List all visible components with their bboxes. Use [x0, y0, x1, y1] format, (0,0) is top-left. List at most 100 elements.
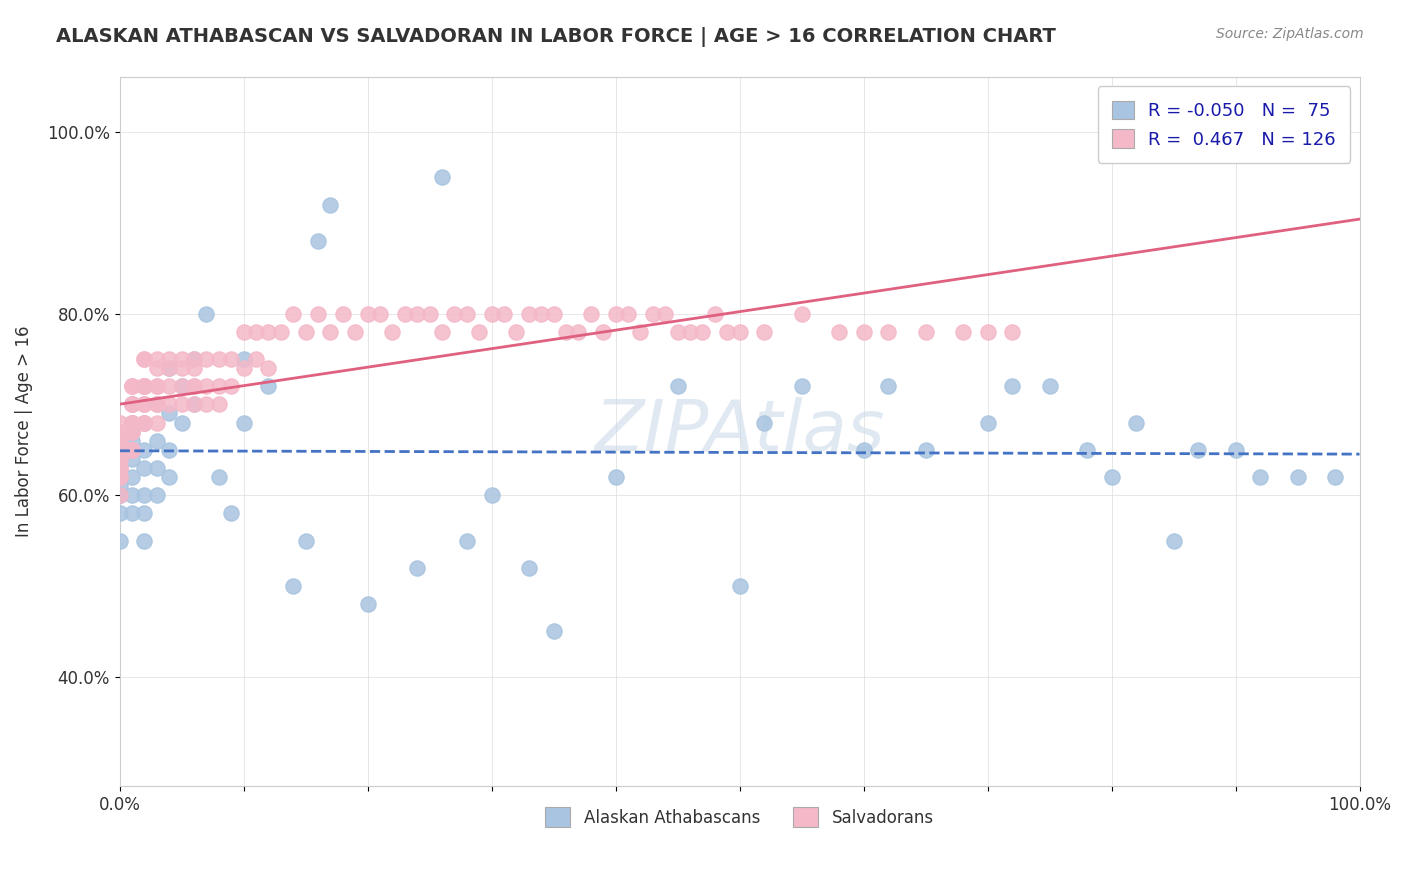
Point	[257, 379, 280, 393]
Point	[232, 325, 254, 339]
Point	[157, 361, 180, 376]
Text: ZIPAtlas: ZIPAtlas	[595, 397, 884, 467]
Point	[419, 307, 441, 321]
Point	[121, 434, 143, 448]
Point	[877, 379, 900, 393]
Point	[257, 361, 280, 376]
Point	[134, 533, 156, 548]
Point	[108, 461, 131, 475]
Point	[108, 425, 131, 439]
Point	[108, 416, 131, 430]
Point	[157, 470, 180, 484]
Point	[121, 379, 143, 393]
Point	[121, 451, 143, 466]
Point	[183, 379, 205, 393]
Point	[183, 351, 205, 366]
Text: ALASKAN ATHABASCAN VS SALVADORAN IN LABOR FORCE | AGE > 16 CORRELATION CHART: ALASKAN ATHABASCAN VS SALVADORAN IN LABO…	[56, 27, 1056, 46]
Point	[195, 379, 218, 393]
Point	[654, 307, 676, 321]
Point	[617, 307, 640, 321]
Point	[1225, 442, 1247, 457]
Point	[728, 325, 751, 339]
Point	[108, 442, 131, 457]
Point	[219, 379, 242, 393]
Point	[134, 397, 156, 411]
Point	[134, 351, 156, 366]
Point	[679, 325, 702, 339]
Point	[121, 442, 143, 457]
Point	[245, 351, 267, 366]
Point	[332, 307, 354, 321]
Point	[1038, 379, 1060, 393]
Point	[245, 325, 267, 339]
Point	[183, 351, 205, 366]
Point	[195, 307, 218, 321]
Point	[183, 379, 205, 393]
Point	[108, 461, 131, 475]
Point	[134, 416, 156, 430]
Point	[121, 442, 143, 457]
Point	[344, 325, 367, 339]
Point	[157, 397, 180, 411]
Point	[579, 307, 602, 321]
Point	[146, 351, 169, 366]
Point	[157, 442, 180, 457]
Point	[195, 351, 218, 366]
Point	[134, 379, 156, 393]
Point	[134, 416, 156, 430]
Point	[108, 533, 131, 548]
Point	[108, 470, 131, 484]
Point	[170, 361, 193, 376]
Point	[134, 379, 156, 393]
Point	[1286, 470, 1309, 484]
Point	[505, 325, 527, 339]
Point	[108, 488, 131, 502]
Point	[914, 442, 936, 457]
Point	[456, 307, 478, 321]
Point	[108, 434, 131, 448]
Point	[121, 416, 143, 430]
Point	[157, 361, 180, 376]
Point	[406, 307, 429, 321]
Point	[121, 442, 143, 457]
Point	[208, 397, 231, 411]
Point	[108, 451, 131, 466]
Point	[121, 425, 143, 439]
Point	[368, 307, 391, 321]
Point	[543, 624, 565, 639]
Point	[108, 434, 131, 448]
Point	[146, 434, 169, 448]
Point	[170, 379, 193, 393]
Point	[406, 561, 429, 575]
Point	[134, 488, 156, 502]
Point	[146, 488, 169, 502]
Point	[121, 397, 143, 411]
Point	[356, 307, 378, 321]
Point	[170, 379, 193, 393]
Point	[530, 307, 553, 321]
Point	[208, 470, 231, 484]
Point	[283, 307, 305, 321]
Point	[121, 488, 143, 502]
Point	[666, 379, 689, 393]
Point	[1001, 379, 1024, 393]
Point	[121, 416, 143, 430]
Point	[852, 325, 875, 339]
Point	[1125, 416, 1147, 430]
Point	[692, 325, 714, 339]
Point	[976, 325, 998, 339]
Point	[195, 397, 218, 411]
Point	[283, 579, 305, 593]
Point	[108, 451, 131, 466]
Point	[146, 361, 169, 376]
Point	[703, 307, 725, 321]
Point	[232, 416, 254, 430]
Text: Source: ZipAtlas.com: Source: ZipAtlas.com	[1216, 27, 1364, 41]
Point	[605, 470, 627, 484]
Point	[121, 397, 143, 411]
Point	[952, 325, 974, 339]
Point	[121, 379, 143, 393]
Point	[232, 351, 254, 366]
Point	[121, 416, 143, 430]
Point	[146, 379, 169, 393]
